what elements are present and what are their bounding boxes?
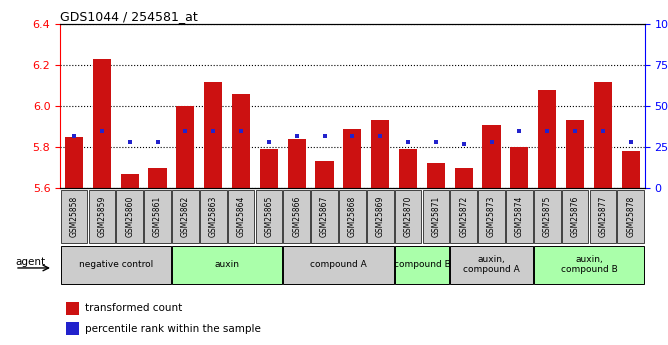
Text: percentile rank within the sample: percentile rank within the sample [85,324,261,334]
Bar [176,106,194,188]
FancyBboxPatch shape [172,190,199,243]
FancyBboxPatch shape [395,190,422,243]
Bar [566,120,584,188]
FancyBboxPatch shape [395,246,450,284]
Bar [93,59,111,188]
Text: GDS1044 / 254581_at: GDS1044 / 254581_at [60,10,198,23]
FancyBboxPatch shape [116,190,143,243]
FancyBboxPatch shape [367,190,393,243]
FancyBboxPatch shape [88,190,115,243]
Bar [455,168,473,188]
Bar [594,81,612,188]
Bar [371,120,389,188]
Text: GSM25876: GSM25876 [570,196,580,237]
FancyBboxPatch shape [450,246,533,284]
Text: GSM25863: GSM25863 [208,196,218,237]
Text: GSM25867: GSM25867 [320,196,329,237]
Text: auxin,
compound A: auxin, compound A [463,255,520,275]
Bar [204,81,222,188]
FancyBboxPatch shape [450,190,477,243]
Text: GSM25869: GSM25869 [375,196,385,237]
Bar [343,129,361,188]
FancyBboxPatch shape [534,246,644,284]
Text: GSM25865: GSM25865 [265,196,273,237]
Text: GSM25877: GSM25877 [599,196,607,237]
FancyBboxPatch shape [339,190,366,243]
Text: GSM25870: GSM25870 [403,196,413,237]
Bar [121,174,139,188]
FancyBboxPatch shape [617,190,644,243]
FancyBboxPatch shape [61,190,88,243]
FancyBboxPatch shape [506,190,533,243]
Bar [538,90,556,188]
Text: GSM25866: GSM25866 [292,196,301,237]
Bar [66,322,79,335]
Text: compound B: compound B [393,260,450,269]
Text: GSM25861: GSM25861 [153,196,162,237]
Text: agent: agent [15,257,45,267]
Bar [260,149,278,188]
Bar [399,149,417,188]
Bar [482,125,500,188]
FancyBboxPatch shape [562,190,589,243]
Text: GSM25874: GSM25874 [515,196,524,237]
FancyBboxPatch shape [255,190,282,243]
Text: negative control: negative control [79,260,153,269]
FancyBboxPatch shape [283,246,393,284]
FancyBboxPatch shape [200,190,226,243]
Text: GSM25875: GSM25875 [542,196,552,237]
Text: auxin,
compound B: auxin, compound B [560,255,617,275]
Bar [288,139,306,188]
FancyBboxPatch shape [311,190,338,243]
Bar [65,137,83,188]
Text: compound A: compound A [310,260,367,269]
Text: GSM25872: GSM25872 [459,196,468,237]
Text: GSM25873: GSM25873 [487,196,496,237]
Bar [510,147,528,188]
Bar [148,168,166,188]
FancyBboxPatch shape [228,190,255,243]
Text: GSM25871: GSM25871 [432,196,440,237]
Text: GSM25878: GSM25878 [626,196,635,237]
FancyBboxPatch shape [172,246,283,284]
FancyBboxPatch shape [589,190,616,243]
Bar [232,94,250,188]
Text: GSM25864: GSM25864 [236,196,246,237]
Bar [315,161,333,188]
FancyBboxPatch shape [534,190,560,243]
FancyBboxPatch shape [144,190,171,243]
Bar [427,164,445,188]
Text: auxin: auxin [214,260,240,269]
Text: GSM25868: GSM25868 [348,196,357,237]
Text: transformed count: transformed count [85,303,182,313]
Text: GSM25859: GSM25859 [98,196,106,237]
FancyBboxPatch shape [283,190,310,243]
FancyBboxPatch shape [61,246,171,284]
Text: GSM25860: GSM25860 [125,196,134,237]
Text: GSM25858: GSM25858 [69,196,79,237]
FancyBboxPatch shape [423,190,450,243]
Bar [622,151,640,188]
Text: GSM25862: GSM25862 [181,196,190,237]
Bar [66,302,79,315]
FancyBboxPatch shape [478,190,505,243]
